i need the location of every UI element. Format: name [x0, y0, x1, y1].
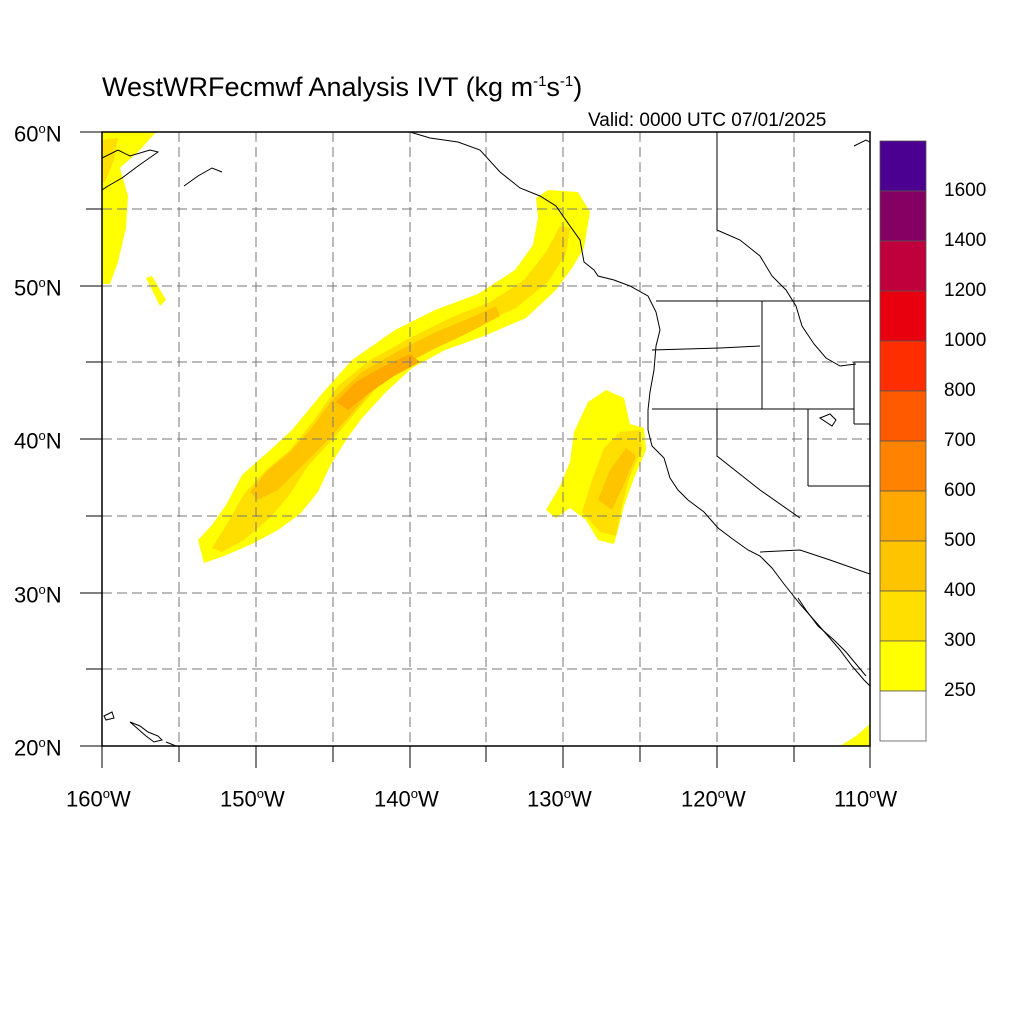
mexico-patch — [840, 724, 870, 746]
lat-label-50: 50oN — [14, 275, 62, 301]
gulf-patch-core — [102, 138, 118, 184]
colorbar — [879, 140, 927, 742]
lon-label-110w: 110oW — [834, 786, 898, 812]
colorbar-label-600: 600 — [944, 480, 976, 501]
lat-label-30: 30oN — [14, 582, 62, 608]
colorbar-box — [879, 340, 927, 392]
lat-label-20: 20oN — [14, 735, 62, 761]
valid-time-label: Valid: 0000 UTC 07/01/2025 — [588, 110, 827, 131]
colorbar-box — [879, 390, 927, 442]
colorbar-label-800: 800 — [944, 380, 976, 401]
colorbar-label-500: 500 — [944, 530, 976, 551]
colorbar-box — [879, 640, 927, 692]
colorbar-label-1000: 1000 — [944, 330, 987, 351]
colorbar-box — [879, 440, 927, 492]
colorbar-box — [879, 140, 927, 192]
lon-label-160w: 160oW — [66, 786, 131, 812]
colorbar-label-1400: 1400 — [944, 230, 987, 251]
lon-label-120w: 120oW — [681, 786, 746, 812]
political-borders — [651, 132, 870, 575]
colorbar-label-1200: 1200 — [944, 280, 987, 301]
graticule — [102, 132, 870, 746]
small-patch — [146, 276, 166, 306]
colorbar-box — [879, 240, 927, 292]
lon-label-150w: 150oW — [220, 786, 285, 812]
lat-label-40: 40oN — [14, 428, 62, 454]
axis-ticks — [80, 131, 871, 768]
lon-label-130w: 130oW — [527, 786, 592, 812]
chart-title: WestWRFecmwf Analysis IVT (kg m-1s-1) — [102, 72, 583, 102]
ar-core-300 — [212, 226, 570, 552]
lon-label-140w: 140oW — [374, 786, 439, 812]
colorbar-label-700: 700 — [944, 430, 976, 451]
lat-label-60: 60oN — [14, 121, 62, 147]
colorbar-label-1600: 1600 — [944, 180, 987, 201]
coastlines — [102, 132, 870, 746]
ar-core-400 — [250, 306, 500, 500]
colorbar-box — [879, 540, 927, 592]
colorbar-box — [879, 590, 927, 642]
colorbar-box — [879, 690, 927, 742]
ar-core-500 — [336, 354, 420, 410]
gulf-of-alaska-patch — [102, 132, 156, 284]
colorbar-label-400: 400 — [944, 580, 976, 601]
colorbar-box — [879, 190, 927, 242]
colorbar-box — [879, 290, 927, 342]
colorbar-label-300: 300 — [944, 630, 976, 651]
colorbar-box — [879, 490, 927, 542]
plume-core-400 — [598, 448, 636, 510]
colorbar-label-250: 250 — [944, 680, 976, 701]
ivt-shading — [102, 132, 870, 746]
